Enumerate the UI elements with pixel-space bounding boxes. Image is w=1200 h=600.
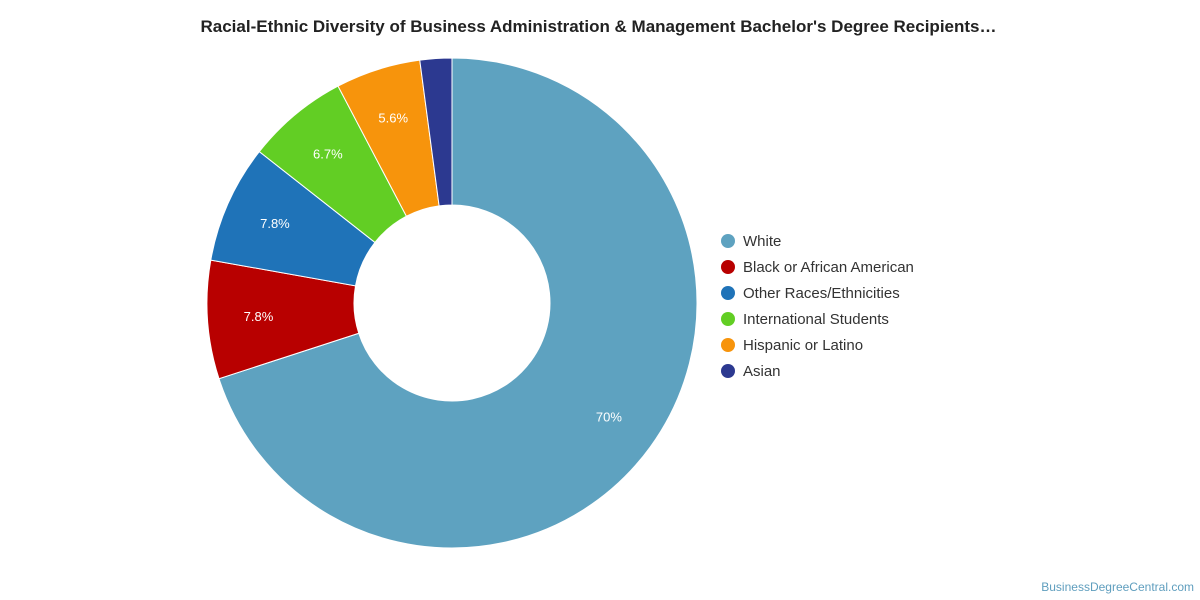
slice-label-international-students: 6.7% — [313, 146, 343, 161]
legend-item-international-students[interactable]: International Students — [721, 306, 914, 332]
slice-asian[interactable] — [419, 57, 453, 207]
legend-label: White — [743, 232, 782, 250]
chart-title: Racial-Ethnic Diversity of Business Admi… — [200, 17, 997, 36]
legend-label: Hispanic or Latino — [743, 336, 864, 354]
legend-swatch — [721, 312, 735, 326]
slice-label-black-or-african-american: 7.8% — [244, 309, 274, 324]
legend-label: International Students — [743, 310, 889, 328]
slice-labels: 70% 7.8% 7.8% 6.7% 5.6% — [244, 111, 623, 425]
chart-legend: White Black or African American Other Race… — [721, 228, 914, 384]
legend-label: Black or African American — [743, 258, 914, 276]
legend-item-black-or-african-american[interactable]: Black or African American — [721, 254, 914, 280]
legend-swatch — [721, 364, 735, 378]
donut-slices — [206, 57, 698, 549]
legend-label: Other Races/Ethnicities — [743, 284, 900, 302]
legend-item-other-races-ethnicities[interactable]: Other Races/Ethnicities — [721, 280, 914, 306]
slice-label-hispanic-or-latino: 5.6% — [378, 111, 408, 126]
slice-white[interactable] — [218, 57, 698, 549]
legend-swatch — [721, 234, 735, 248]
legend-swatch — [721, 260, 735, 274]
source-credit: BusinessDegreeCentral.com — [1041, 580, 1194, 594]
legend-label: Asian — [743, 362, 781, 380]
legend-swatch — [721, 286, 735, 300]
legend-item-hispanic-or-latino[interactable]: Hispanic or Latino — [721, 332, 914, 358]
slice-label-other-races-ethnicities: 7.8% — [260, 216, 290, 231]
slice-label-white: 70% — [596, 410, 622, 425]
legend-item-asian[interactable]: Asian — [721, 358, 914, 384]
legend-item-white[interactable]: White — [721, 228, 914, 254]
legend-swatch — [721, 338, 735, 352]
